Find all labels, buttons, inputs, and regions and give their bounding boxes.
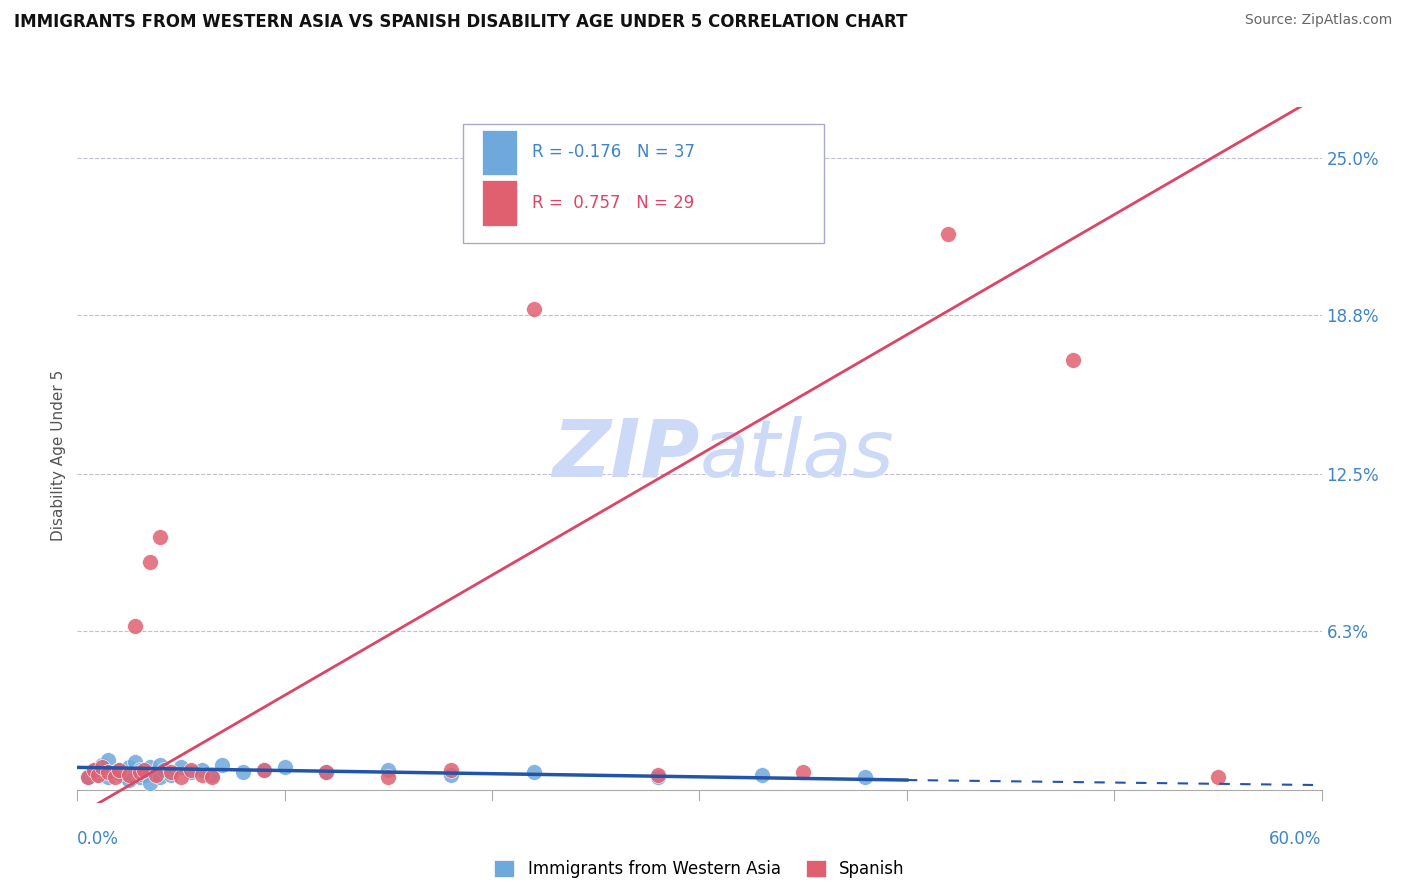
Point — [149, 530, 172, 544]
Point — [159, 765, 181, 780]
Point — [191, 763, 214, 777]
Point — [139, 556, 162, 570]
Point — [128, 765, 150, 780]
Point — [149, 771, 172, 785]
Point — [315, 765, 337, 780]
Point — [118, 772, 141, 787]
Point — [83, 763, 105, 777]
Point — [170, 760, 193, 774]
Point — [180, 763, 202, 777]
Text: R =  0.757   N = 29: R = 0.757 N = 29 — [531, 194, 693, 212]
Point — [792, 765, 814, 780]
Point — [83, 763, 105, 777]
Point — [132, 763, 155, 777]
Point — [91, 757, 114, 772]
Point — [97, 753, 120, 767]
FancyBboxPatch shape — [482, 180, 516, 226]
Point — [124, 618, 146, 632]
Legend: Immigrants from Western Asia, Spanish: Immigrants from Western Asia, Spanish — [488, 854, 911, 885]
Point — [87, 768, 110, 782]
Point — [87, 768, 110, 782]
FancyBboxPatch shape — [463, 124, 824, 243]
Point — [253, 763, 276, 777]
Text: ZIP: ZIP — [553, 416, 700, 494]
Point — [1062, 353, 1084, 368]
Text: atlas: atlas — [700, 416, 894, 494]
Point — [377, 763, 399, 777]
Point — [76, 771, 98, 785]
Point — [191, 768, 214, 782]
Point — [647, 771, 669, 785]
Point — [159, 768, 181, 782]
Point — [855, 771, 877, 785]
Point — [108, 763, 131, 777]
Point — [104, 765, 127, 780]
Point — [523, 302, 546, 317]
Point — [145, 768, 167, 782]
Point — [647, 768, 669, 782]
Point — [104, 771, 127, 785]
Text: Source: ZipAtlas.com: Source: ZipAtlas.com — [1244, 13, 1392, 28]
Point — [153, 763, 176, 777]
Point — [124, 756, 146, 770]
Text: R = -0.176   N = 37: R = -0.176 N = 37 — [531, 144, 695, 161]
Point — [751, 768, 773, 782]
FancyBboxPatch shape — [482, 129, 516, 175]
Text: 60.0%: 60.0% — [1270, 830, 1322, 847]
Text: IMMIGRANTS FROM WESTERN ASIA VS SPANISH DISABILITY AGE UNDER 5 CORRELATION CHART: IMMIGRANTS FROM WESTERN ASIA VS SPANISH … — [14, 13, 907, 31]
Point — [440, 763, 463, 777]
Point — [139, 775, 162, 789]
Point — [201, 768, 224, 782]
Point — [97, 771, 120, 785]
Point — [128, 771, 150, 785]
Point — [440, 768, 463, 782]
Point — [111, 768, 134, 782]
Point — [232, 765, 254, 780]
Point — [938, 227, 960, 241]
Point — [118, 768, 141, 782]
Point — [315, 765, 337, 780]
Point — [211, 757, 233, 772]
Point — [128, 763, 150, 777]
Point — [91, 760, 114, 774]
Y-axis label: Disability Age Under 5: Disability Age Under 5 — [51, 369, 66, 541]
Point — [132, 768, 155, 782]
Point — [145, 765, 167, 780]
Point — [377, 771, 399, 785]
Point — [139, 760, 162, 774]
Point — [118, 760, 141, 774]
Point — [523, 765, 546, 780]
Point — [108, 763, 131, 777]
Point — [1206, 771, 1229, 785]
Point — [170, 771, 193, 785]
Point — [180, 765, 202, 780]
Point — [97, 765, 120, 780]
Point — [274, 760, 297, 774]
Point — [253, 763, 276, 777]
Point — [201, 771, 224, 785]
Point — [149, 757, 172, 772]
Point — [76, 771, 98, 785]
Text: 0.0%: 0.0% — [77, 830, 120, 847]
